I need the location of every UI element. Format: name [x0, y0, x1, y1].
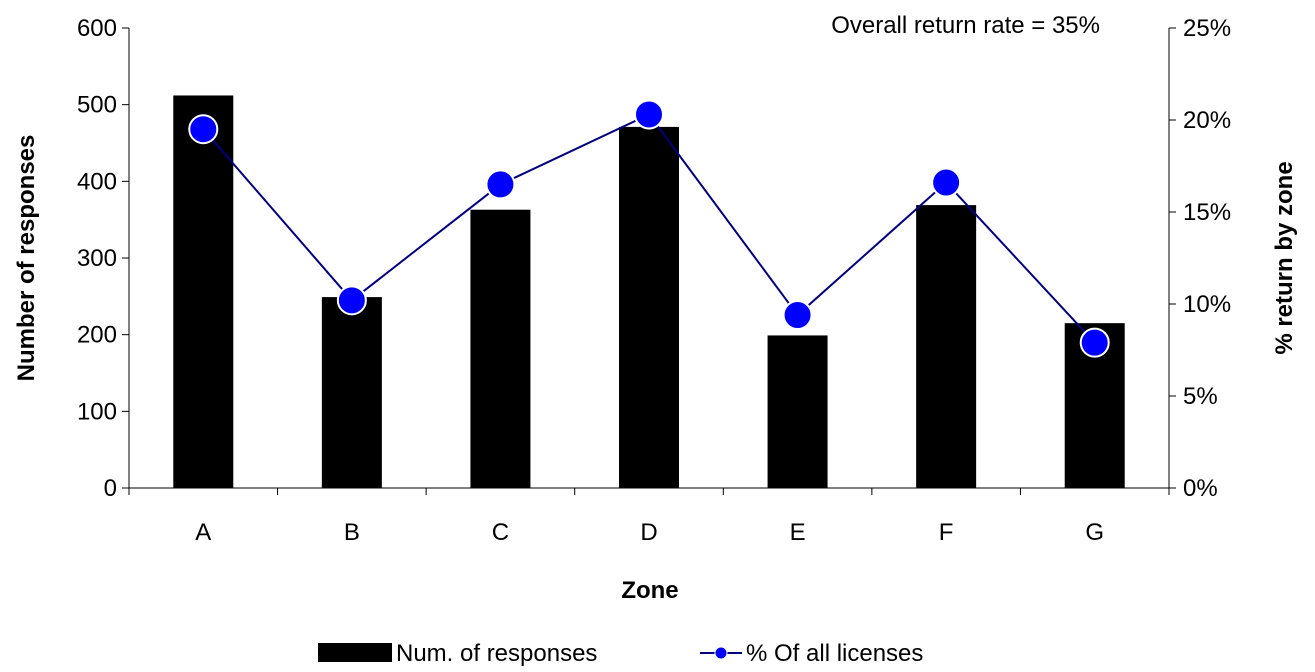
- y-tick-label: 0: [104, 475, 117, 502]
- y-axis-title: Number of responses: [13, 135, 40, 382]
- y2-tick-label: 15%: [1183, 199, 1231, 226]
- axes-layer: [122, 27, 1176, 495]
- line-point-G: [1079, 327, 1110, 358]
- y2-tick-label: 20%: [1183, 107, 1231, 134]
- line-point-A: [188, 114, 219, 145]
- line-point-F: [931, 167, 962, 198]
- x-tick-label: C: [492, 519, 509, 546]
- legend-line-label: % Of all licenses: [746, 640, 923, 667]
- y-tick-label: 600: [77, 15, 117, 42]
- labels-layer: 0 100 200 300 400 500 600 0% 5% 10% 15% 20% 25% A B C D E…: [77, 15, 1231, 546]
- x-axis-title: Zone: [621, 577, 678, 604]
- y-tick-label: 200: [77, 322, 117, 349]
- x-tick-label: B: [344, 519, 360, 546]
- y-tick-label: 300: [77, 245, 117, 272]
- bar-D: [619, 126, 679, 489]
- legend-bar-swatch: [318, 643, 392, 662]
- legend-bar-label: Num. of responses: [396, 640, 597, 667]
- line-point-E: [782, 300, 813, 331]
- annotation-overall-return: Overall return rate = 35%: [831, 12, 1100, 39]
- x-tick-label: G: [1085, 519, 1104, 546]
- x-tick-label: F: [939, 519, 954, 546]
- y-tick-label: 500: [77, 92, 117, 119]
- bar-A: [173, 95, 234, 488]
- bar-E: [767, 335, 828, 488]
- y2-tick-label: 0%: [1183, 475, 1218, 502]
- legend: Num. of responses % Of all licenses: [318, 640, 923, 667]
- bar-B: [321, 297, 382, 488]
- legend-line-marker: [714, 646, 728, 660]
- line-point-B: [336, 285, 367, 316]
- y2-axis-title: % return by zone: [1271, 161, 1298, 354]
- x-tick-label: A: [195, 519, 211, 546]
- line-point-C: [485, 169, 516, 200]
- x-tick-label: E: [790, 519, 806, 546]
- y-tick-label: 100: [77, 398, 117, 425]
- bar-F: [916, 205, 977, 488]
- bars-layer: [173, 95, 1125, 489]
- y2-tick-label: 25%: [1183, 15, 1231, 42]
- y-tick-label: 400: [77, 168, 117, 195]
- line-layer: [188, 99, 1110, 358]
- y2-tick-label: 5%: [1183, 383, 1218, 410]
- line-point-D: [634, 99, 664, 130]
- y2-tick-label: 10%: [1183, 291, 1231, 318]
- bar-C: [470, 209, 531, 488]
- x-tick-label: D: [640, 519, 657, 546]
